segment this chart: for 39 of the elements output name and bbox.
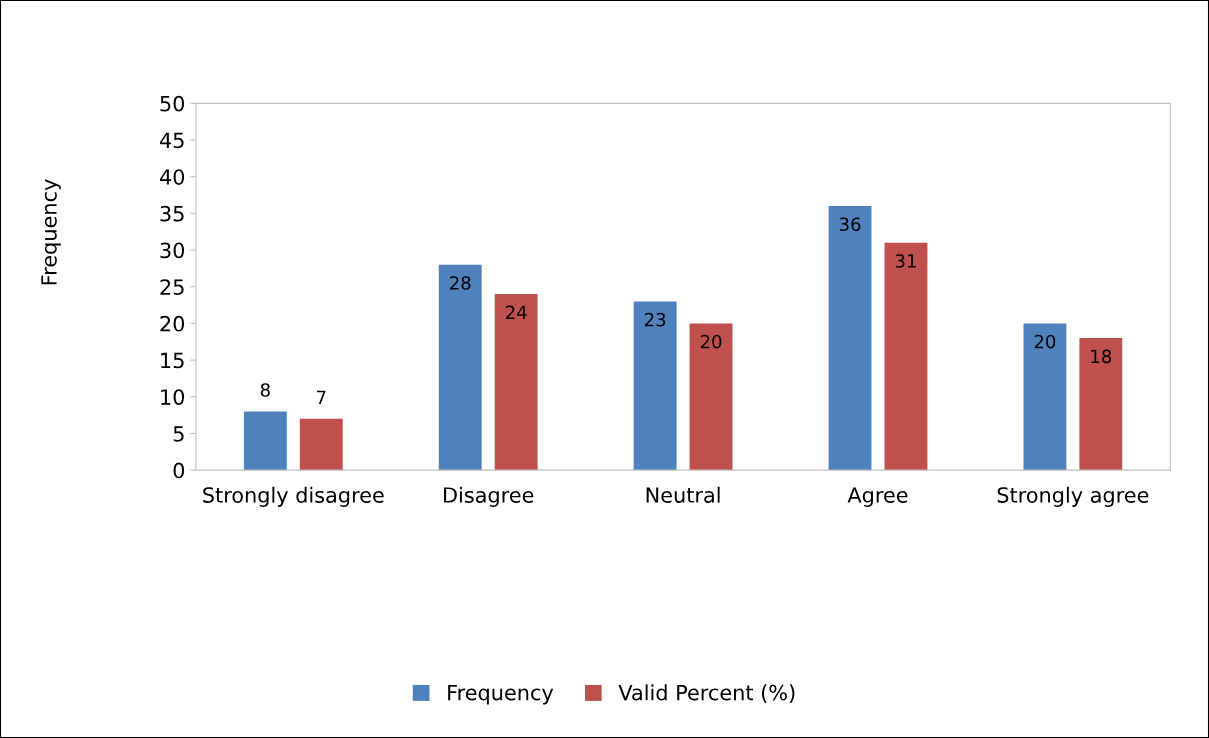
legend-label: Frequency — [448, 684, 554, 705]
y-tick-label: 15 — [161, 352, 184, 369]
data-label: 28 — [450, 276, 471, 290]
y-tick-label: 50 — [160, 95, 185, 112]
y-tick-label: 45 — [159, 132, 184, 149]
data-label: 36 — [839, 217, 861, 232]
data-label: 20 — [1034, 334, 1056, 349]
bar — [1079, 338, 1123, 471]
bar — [689, 323, 733, 471]
y-axis-title: Frequency — [41, 179, 61, 285]
data-label: 20 — [700, 334, 722, 349]
y-tick-label: 30 — [160, 242, 185, 259]
x-tick-label: Strongly agree — [997, 486, 1149, 507]
y-tick-label: 20 — [160, 315, 185, 332]
bar — [1023, 323, 1067, 471]
x-tick-label: Disagree — [444, 486, 534, 507]
x-tick-label: Strongly disagree — [203, 486, 384, 507]
y-tick-label: 25 — [160, 279, 184, 295]
y-tick-label: 10 — [161, 389, 185, 405]
legend-label: Valid Percent (%) — [618, 684, 795, 703]
bar — [494, 294, 538, 471]
bar — [243, 411, 287, 471]
bar — [299, 418, 343, 471]
y-tick-label: 35 — [160, 205, 184, 222]
data-label: 23 — [644, 312, 666, 327]
data-label: 31 — [895, 254, 916, 268]
x-tick-label: Agree — [847, 487, 908, 507]
bar — [884, 242, 928, 471]
data-label: 8 — [260, 383, 270, 397]
data-label: 24 — [506, 305, 527, 319]
y-tick-label: 40 — [159, 169, 185, 185]
data-label: 18 — [1091, 349, 1112, 364]
y-tick-label: 5 — [173, 426, 184, 442]
data-label: 7 — [317, 390, 326, 404]
y-tick-label: 0 — [173, 462, 185, 479]
bar — [633, 301, 677, 471]
x-tick-label: Neutral — [646, 486, 720, 503]
bar — [438, 264, 482, 471]
bar — [828, 206, 872, 471]
